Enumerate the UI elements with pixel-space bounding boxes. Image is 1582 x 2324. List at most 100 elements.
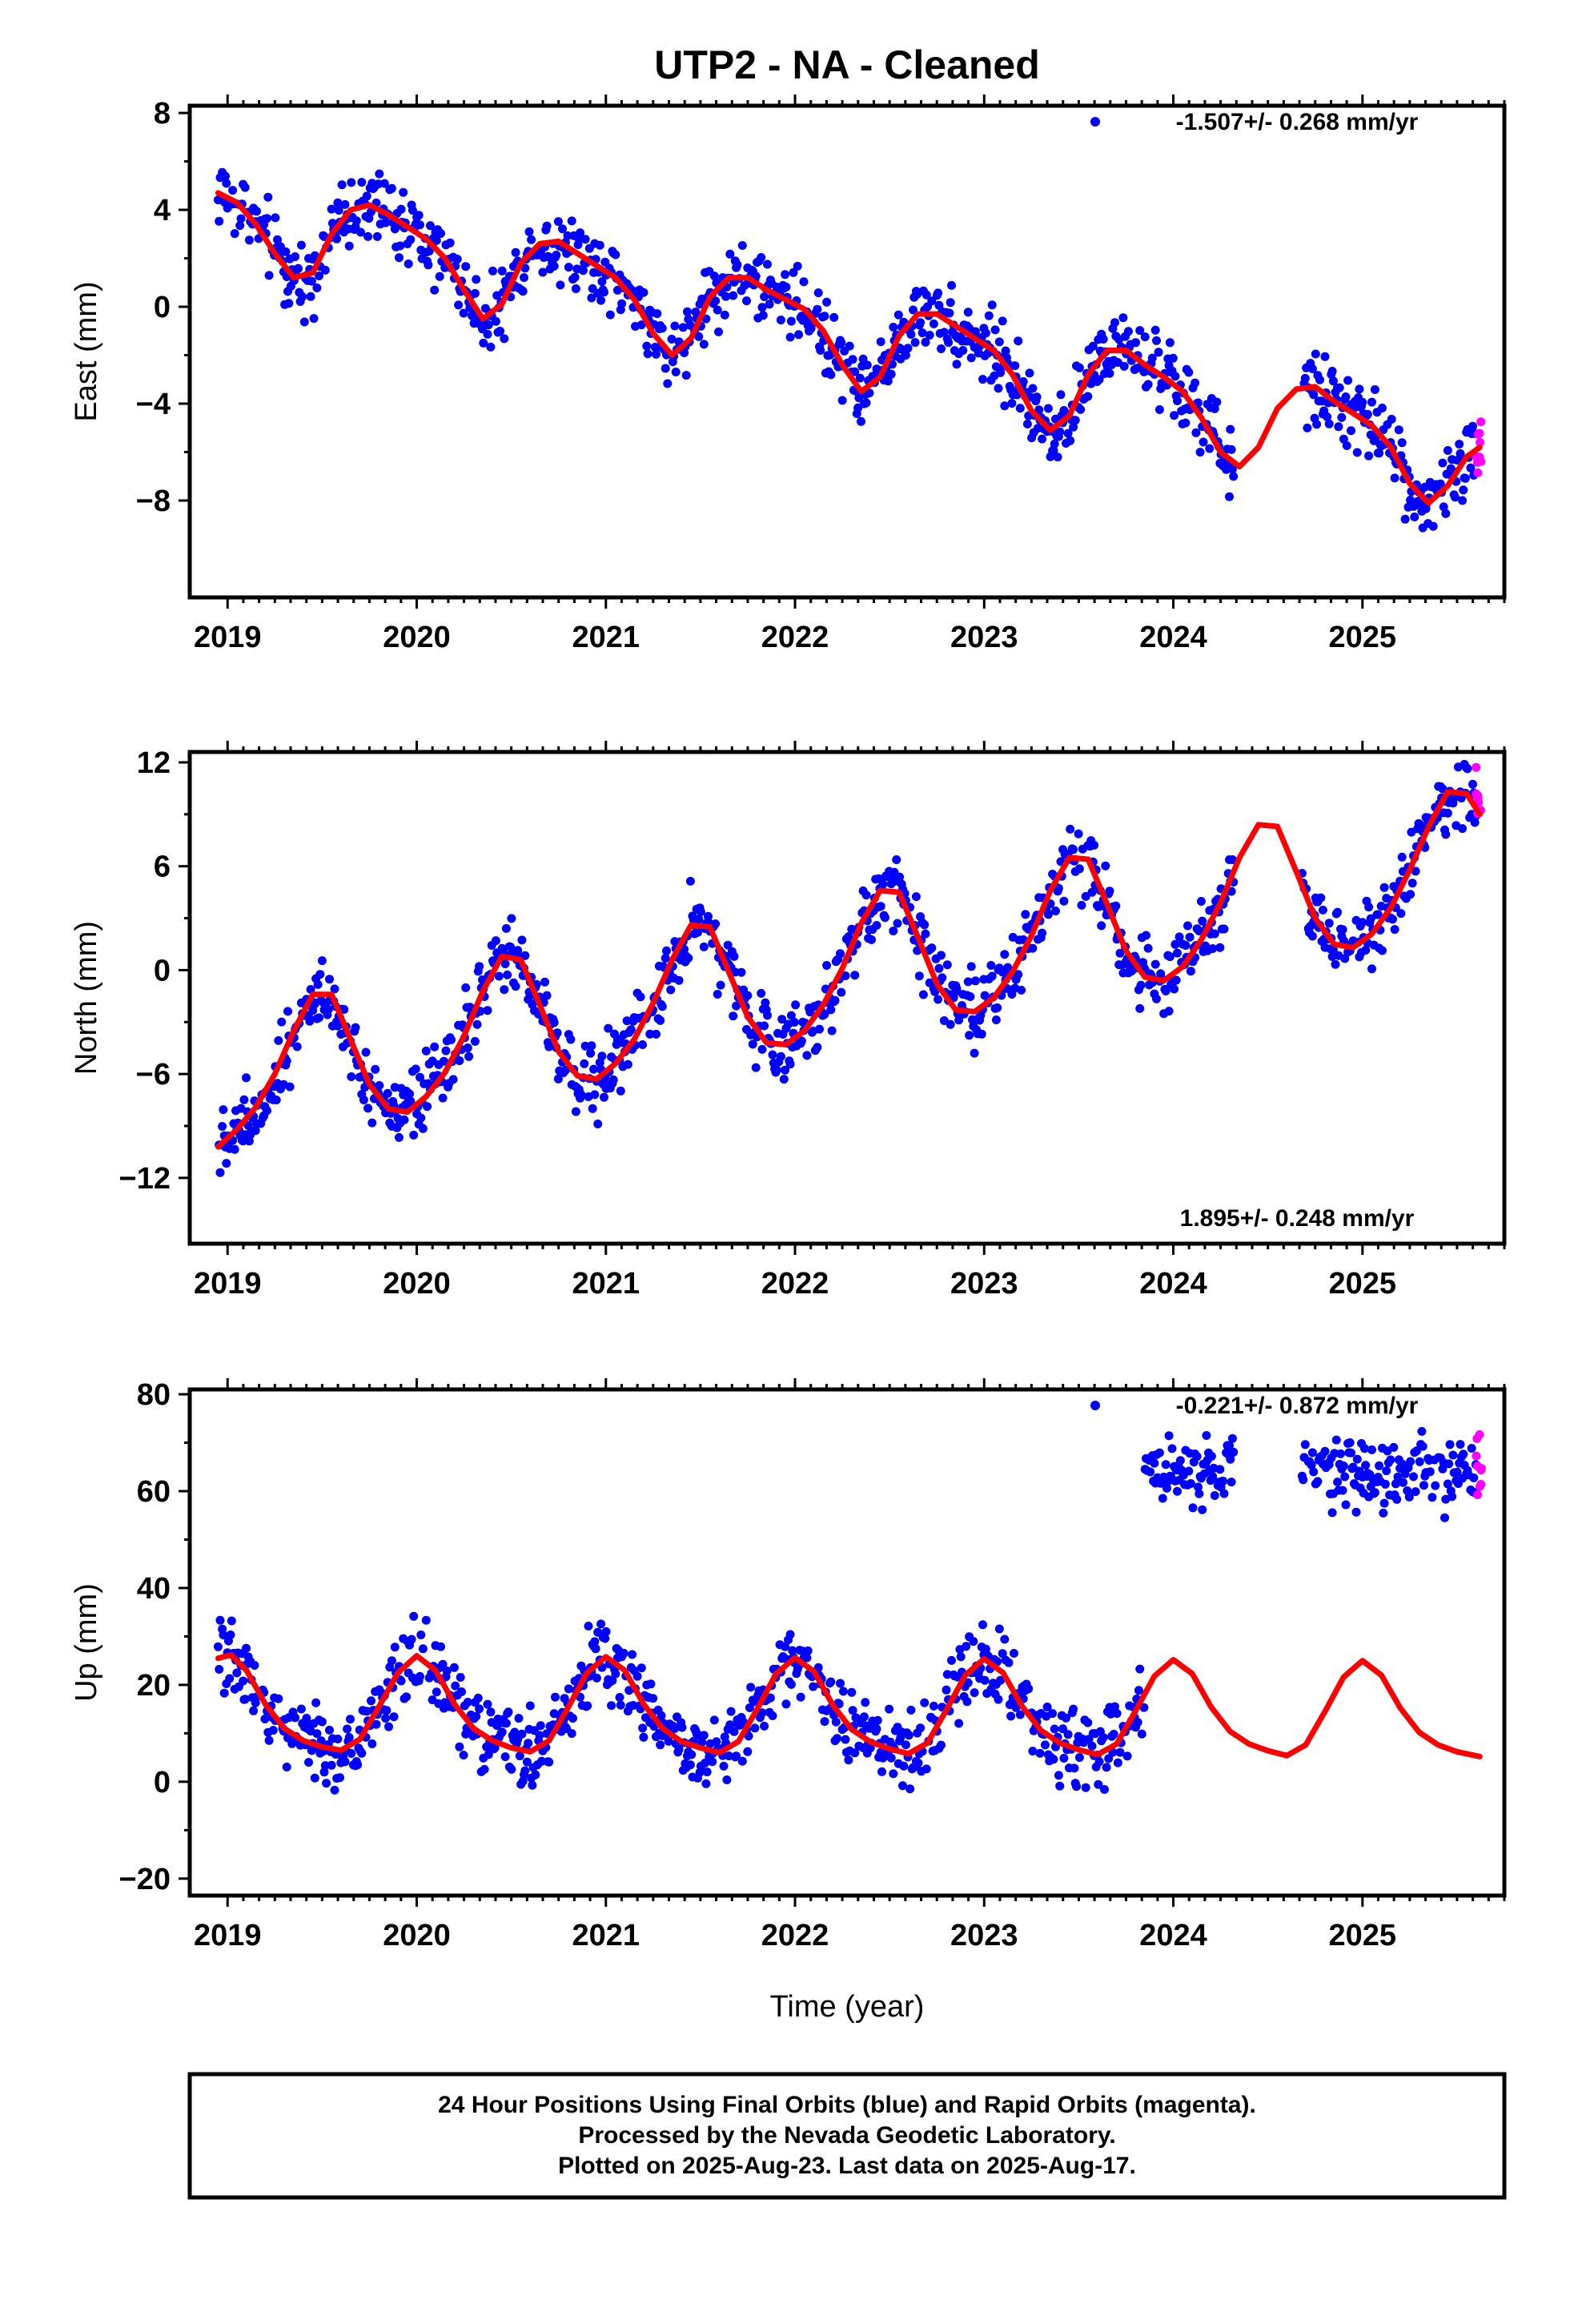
final-orbit-point bbox=[794, 330, 803, 340]
final-orbit-point bbox=[409, 1130, 419, 1140]
final-orbit-point bbox=[893, 919, 902, 928]
final-orbit-point bbox=[709, 1715, 719, 1725]
final-orbit-point bbox=[218, 1122, 227, 1131]
final-orbit-point bbox=[876, 337, 885, 347]
final-orbit-point bbox=[524, 1739, 533, 1748]
final-orbit-point bbox=[252, 207, 261, 216]
final-orbit-point bbox=[1066, 824, 1075, 834]
final-orbit-point bbox=[725, 1720, 735, 1730]
final-orbit-point bbox=[1059, 1754, 1069, 1763]
y-axis-label: East (mm) bbox=[70, 281, 103, 421]
final-orbit-point bbox=[1014, 970, 1023, 979]
final-orbit-point bbox=[1055, 427, 1065, 436]
final-orbit-point bbox=[317, 1717, 327, 1727]
final-orbit-point bbox=[844, 1755, 853, 1765]
y-tick-label: 0 bbox=[154, 954, 171, 987]
final-orbit-point bbox=[748, 1039, 757, 1049]
final-orbit-point bbox=[833, 1734, 842, 1743]
final-orbit-point bbox=[802, 1051, 812, 1060]
final-orbit-point bbox=[918, 990, 928, 999]
final-orbit-point bbox=[1435, 479, 1445, 489]
final-orbit-point bbox=[1427, 1493, 1437, 1502]
final-orbit-point bbox=[461, 262, 471, 271]
final-orbit-point bbox=[981, 1644, 990, 1654]
final-orbit-point bbox=[307, 276, 316, 286]
final-orbit-point bbox=[616, 1086, 625, 1096]
final-orbit-point bbox=[1205, 444, 1215, 453]
final-orbit-point bbox=[963, 977, 973, 987]
final-orbit-point bbox=[535, 1731, 544, 1740]
final-orbit-point bbox=[1063, 1730, 1073, 1739]
final-orbit-point bbox=[1171, 975, 1181, 985]
final-orbit-point bbox=[758, 311, 768, 320]
final-orbit-point bbox=[239, 1095, 249, 1104]
final-orbit-point bbox=[500, 959, 510, 968]
rapid-orbit-point bbox=[1476, 417, 1486, 427]
rapid-orbit-point bbox=[1476, 1466, 1486, 1474]
final-orbit-point bbox=[1352, 1454, 1362, 1464]
plot-frame bbox=[187, 750, 1507, 1246]
final-orbit-point bbox=[1323, 412, 1332, 421]
final-orbit-point bbox=[1456, 1440, 1465, 1449]
final-orbit-point bbox=[1378, 404, 1387, 412]
final-orbit-point bbox=[1058, 1724, 1068, 1734]
final-orbit-point bbox=[848, 355, 857, 364]
final-orbit-point bbox=[524, 227, 534, 236]
final-orbit-point bbox=[970, 1048, 979, 1058]
rapid-orbit-point bbox=[1472, 762, 1481, 772]
final-orbit-point bbox=[597, 1051, 607, 1061]
final-orbit-point bbox=[1161, 987, 1170, 995]
final-orbit-point bbox=[662, 946, 671, 955]
final-orbit-point bbox=[1038, 434, 1047, 444]
final-orbit-point bbox=[1316, 893, 1326, 903]
final-orbit-point bbox=[937, 951, 946, 960]
final-orbit-point bbox=[1054, 883, 1063, 893]
final-orbit-point bbox=[980, 991, 990, 1000]
final-orbit-point bbox=[436, 1642, 445, 1651]
final-orbit-point bbox=[384, 1722, 393, 1731]
final-orbit-point bbox=[937, 344, 946, 353]
final-orbit-point bbox=[946, 298, 955, 308]
final-orbit-point bbox=[1136, 980, 1146, 990]
final-orbit-point bbox=[400, 1115, 409, 1124]
final-orbit-point bbox=[1361, 1461, 1371, 1470]
final-orbit-point bbox=[399, 187, 408, 197]
final-orbit-point bbox=[343, 1724, 352, 1734]
final-orbit-point bbox=[320, 1761, 330, 1771]
final-orbit-point bbox=[436, 229, 445, 238]
final-orbit-point bbox=[685, 876, 695, 886]
final-orbit-point bbox=[567, 1729, 576, 1739]
final-orbit-point bbox=[1393, 1472, 1403, 1482]
final-orbit-point bbox=[1438, 458, 1447, 468]
final-orbit-point bbox=[411, 1064, 420, 1074]
final-orbit-point bbox=[789, 267, 798, 277]
y-tick-label: 8 bbox=[154, 97, 171, 131]
final-orbit-point bbox=[720, 310, 729, 320]
final-orbit-point bbox=[608, 1075, 618, 1084]
final-orbit-point bbox=[638, 1040, 648, 1049]
final-orbit-point bbox=[888, 360, 897, 369]
final-orbit-point bbox=[1186, 967, 1195, 976]
final-orbit-point bbox=[396, 204, 406, 214]
final-orbit-point bbox=[652, 1029, 661, 1039]
final-orbit-point bbox=[970, 327, 980, 336]
final-orbit-point bbox=[1407, 879, 1417, 888]
final-orbit-point bbox=[986, 961, 996, 970]
plot-area bbox=[213, 1426, 1486, 1795]
final-orbit-point bbox=[479, 338, 488, 348]
model-fit-line bbox=[215, 190, 1483, 506]
final-orbit-point bbox=[963, 308, 973, 317]
final-orbit-point bbox=[1104, 1754, 1114, 1763]
final-orbit-point bbox=[855, 373, 865, 383]
final-orbit-point bbox=[1443, 1479, 1452, 1489]
final-orbit-point bbox=[1328, 376, 1338, 386]
final-orbit-point bbox=[1181, 941, 1191, 950]
final-orbit-point bbox=[1367, 1445, 1376, 1454]
final-orbit-point bbox=[845, 341, 854, 351]
final-orbit-point bbox=[222, 1159, 231, 1168]
final-orbit-point bbox=[503, 970, 512, 979]
final-orbit-point bbox=[1094, 1757, 1104, 1767]
final-orbit-point bbox=[765, 1693, 775, 1703]
final-orbit-point bbox=[1313, 1477, 1323, 1486]
final-orbit-point bbox=[357, 178, 367, 187]
